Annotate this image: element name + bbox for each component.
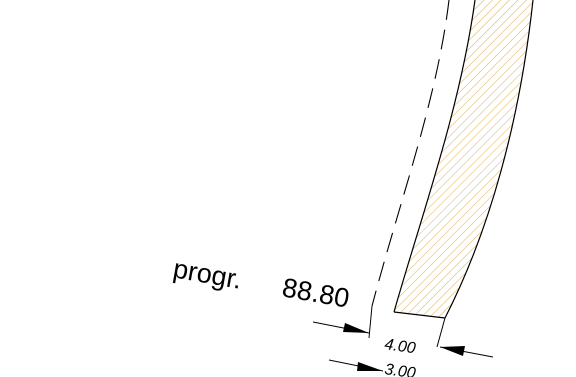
dashed-reference-line [371,0,450,307]
progressive-value-label: 88.80 [280,272,352,313]
wall-outer-edge [444,0,534,319]
dimension-label-upper: 4.00 [383,336,416,357]
wall-bottom-edge [393,311,446,319]
dimension-label-lower: 3.00 [383,361,416,377]
extension-line-left [368,305,373,339]
hatched-wall-section [394,0,533,318]
wall-inner-edge [393,0,476,313]
arrowhead-right [440,346,465,356]
extension-line-right [436,317,446,348]
arrowhead-upper-left [343,323,369,333]
arrowhead-lower [357,362,383,371]
progressive-prefix-label: progr. [171,253,244,295]
